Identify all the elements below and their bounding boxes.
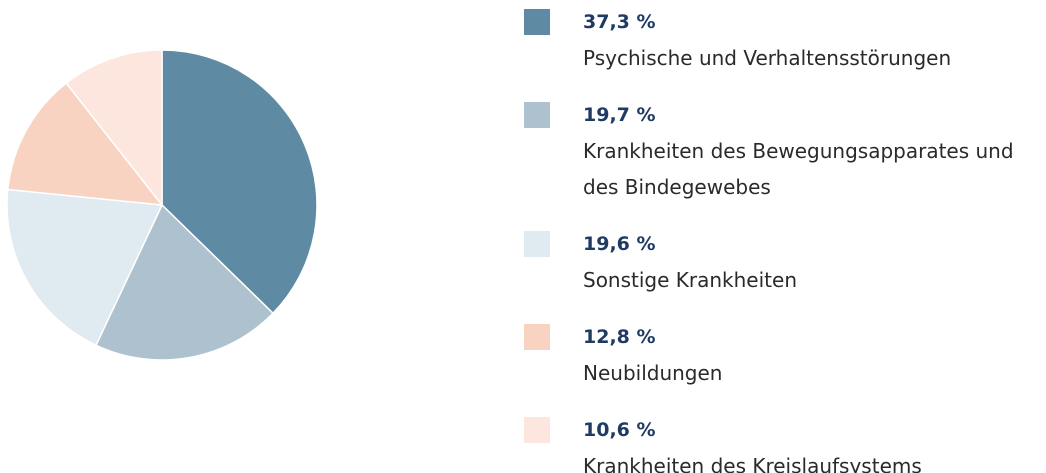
pie-slice — [65, 49, 163, 208]
legend-item: 37,3 % Psychische und Verhaltensstörungen — [524, 4, 1024, 76]
legend-value: 37,3 % — [583, 11, 656, 33]
legend-label: Sonstige Krankheiten — [583, 268, 797, 292]
legend-item: 19,6 % Sonstige Krankheiten — [524, 226, 1024, 298]
legend-label: Krankheiten des Bewegungsapparates und d… — [583, 139, 1014, 199]
legend-item: 10,6 % Krankheiten des Kreislaufsystems — [524, 412, 1024, 473]
pie-slice — [6, 82, 164, 206]
pie-slice — [161, 49, 318, 315]
pie-chart — [6, 49, 318, 361]
legend-value: 12,8 % — [583, 326, 656, 348]
legend-label: Psychische und Verhaltensstörungen — [583, 46, 952, 70]
legend-value: 19,6 % — [583, 233, 656, 255]
legend-swatch — [524, 231, 550, 257]
legend-item: 19,7 % Krankheiten des Bewegungsapparates… — [524, 97, 1024, 205]
legend-swatch — [524, 9, 550, 35]
legend-text: 37,3 % Psychische und Verhaltensstörungen — [583, 4, 1024, 76]
legend-swatch — [524, 417, 550, 443]
legend-text: 12,8 % Neubildungen — [583, 319, 1024, 391]
pie-slice — [95, 203, 275, 361]
legend-label: Krankheiten des Kreislaufsystems — [583, 454, 922, 473]
pie-slice — [6, 188, 164, 347]
legend-item: 12,8 % Neubildungen — [524, 319, 1024, 391]
legend-text: 10,6 % Krankheiten des Kreislaufsystems — [583, 412, 1024, 473]
legend-value: 19,7 % — [583, 104, 656, 126]
legend-value: 10,6 % — [583, 419, 656, 441]
legend-text: 19,7 % Krankheiten des Bewegungsapparates… — [583, 97, 1024, 205]
legend-swatch — [524, 324, 550, 350]
legend-text: 19,6 % Sonstige Krankheiten — [583, 226, 1024, 298]
legend-label: Neubildungen — [583, 361, 723, 385]
legend: 37,3 % Psychische und Verhaltensstörungen… — [524, 4, 1024, 473]
legend-swatch — [524, 102, 550, 128]
